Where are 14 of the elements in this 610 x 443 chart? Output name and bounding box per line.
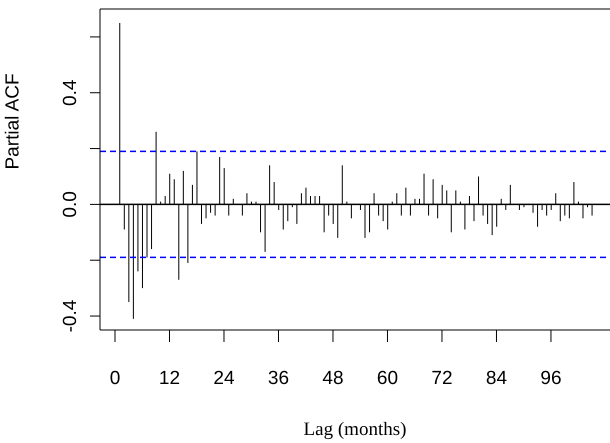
x-tick-label: 96 xyxy=(540,368,562,389)
x-tick-label: 84 xyxy=(486,368,508,389)
y-tick-label: 0.4 xyxy=(60,79,81,106)
x-tick-label: 60 xyxy=(376,368,398,389)
x-tick-label: 0 xyxy=(110,368,120,389)
y-tick-label: 0.0 xyxy=(60,191,81,218)
x-tick-label: 24 xyxy=(213,368,235,389)
x-tick-label: 36 xyxy=(268,368,290,389)
y-axis-title: Partial ACF xyxy=(2,73,24,170)
x-tick-label: 72 xyxy=(431,368,453,389)
x-tick-label: 12 xyxy=(158,368,180,389)
y-tick-label: -0.4 xyxy=(60,299,81,332)
x-axis-title: Lag (months) xyxy=(304,419,406,440)
x-tick-label: 48 xyxy=(322,368,344,389)
